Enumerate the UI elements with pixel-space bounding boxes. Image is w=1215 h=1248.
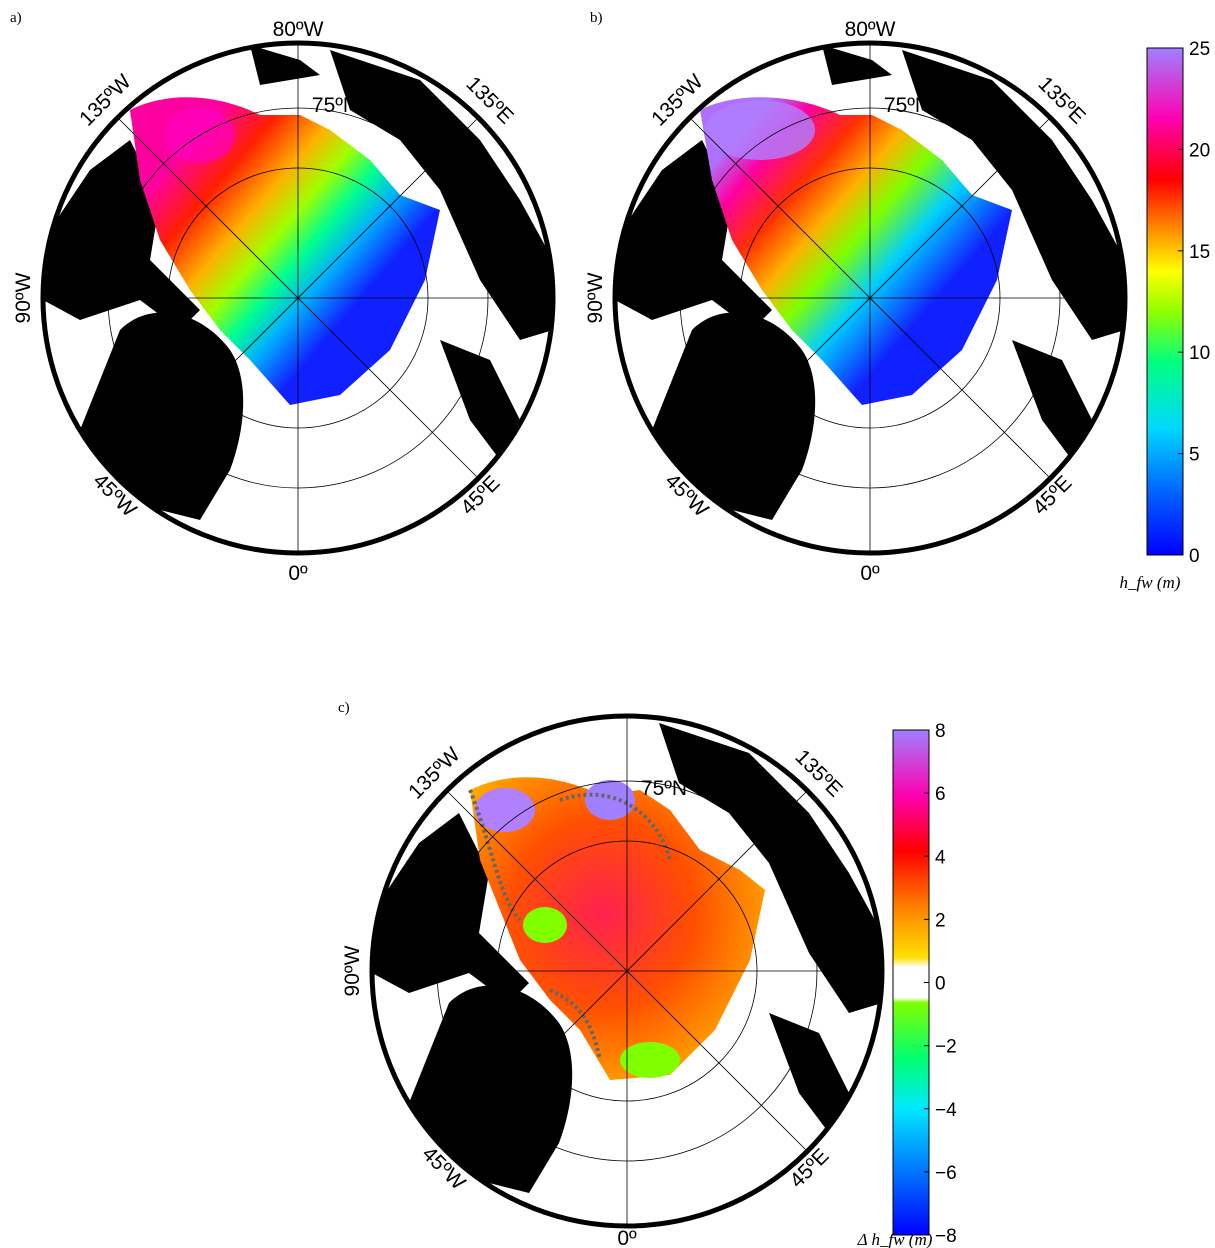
label-bottom: 0º — [617, 1227, 637, 1248]
colorbar-ticks: 25 20 15 10 5 0 — [1178, 39, 1210, 567]
greenland — [409, 985, 573, 1193]
colorbar-tick-label: 2 — [935, 910, 946, 931]
panel-c: c) 90ºW 0º 135ºW 135ºE 45ºW 45ºE 75ºN — [338, 700, 885, 1248]
colorbar-tick-label: −6 — [935, 1163, 957, 1184]
land-mask — [615, 45, 1125, 520]
map-frame — [612, 40, 1128, 556]
land-mask — [43, 45, 553, 520]
novaya-zemlya — [1012, 340, 1092, 460]
label-top: 80ºW — [273, 18, 324, 41]
label-bottom: 0º — [288, 562, 308, 585]
freshwater-field — [700, 97, 1012, 406]
colorbar-tick-label: 10 — [1189, 343, 1210, 364]
colorbar-tick-label: 25 — [1189, 39, 1210, 60]
colorbar-ticks: 8 6 4 2 0 −2 −4 −6 −8 — [924, 721, 957, 1247]
colorbar-tick-label: −8 — [935, 1226, 957, 1247]
colorbar-tick-label: 15 — [1189, 242, 1210, 263]
colorbar-tick-label: 8 — [935, 721, 946, 742]
novaya-zemlya — [769, 1013, 849, 1133]
label-bottom: 0º — [860, 562, 880, 585]
label-75N: 75ºN — [641, 777, 687, 800]
freshwater-field — [130, 97, 440, 406]
eurasia — [902, 50, 1125, 340]
land-mask — [372, 723, 882, 1193]
colorbar-tick-label: −2 — [935, 1037, 957, 1058]
graticule — [372, 716, 882, 1226]
canadian-archipelago — [43, 140, 200, 330]
panel-letter: a) — [10, 10, 22, 26]
freshwater-difference-field — [470, 777, 765, 1080]
canadian-archipelago — [615, 140, 772, 330]
greenland — [80, 312, 244, 520]
colorbar-tick-label: 5 — [1189, 445, 1200, 466]
label-left: 90ºW — [584, 272, 607, 323]
bering-strait — [250, 45, 320, 85]
colorbar-ramp — [892, 729, 930, 1236]
panel-letter: b) — [590, 10, 603, 26]
contour-line — [468, 789, 672, 1061]
difference-maximum — [475, 788, 535, 832]
map-frame — [369, 713, 885, 1229]
greenland — [652, 312, 816, 520]
difference-negative-2 — [620, 1042, 680, 1078]
bering-strait — [822, 45, 892, 85]
label-top: 80ºW — [845, 18, 896, 41]
panel-letter: c) — [338, 700, 350, 716]
difference-maximum-2 — [585, 780, 635, 820]
difference-negative — [523, 907, 567, 943]
novaya-zemlya — [440, 340, 520, 460]
panel-b: b) 80ºW 90ºW 0º 135ºW 135ºE 45ºW 45ºE 75… — [584, 10, 1128, 585]
colorbar-tick-label: 4 — [935, 847, 946, 868]
colorbar-ramp — [1146, 47, 1184, 556]
colorbar-tick-label: −4 — [935, 1100, 957, 1121]
label-left: 90ºW — [12, 272, 35, 323]
canadian-archipelago — [372, 813, 529, 1003]
panel-a: a) 80ºW 90ºW 0º 135ºW 135ºE — [10, 10, 556, 585]
eurasia — [659, 723, 882, 1013]
label-75N: 75ºN — [884, 94, 930, 117]
colorbar-units: h_fw (m) — [1120, 573, 1181, 592]
eurasia — [330, 50, 553, 340]
freshwater-maximum — [705, 100, 815, 160]
colorbar-tick-label: 6 — [935, 784, 946, 805]
colorbar-freshwater-height: 25 20 15 10 5 0 h_fw (m) — [1120, 39, 1211, 592]
map-frame — [40, 40, 556, 556]
colorbar-units: Δ h_fw (m) — [857, 1230, 933, 1248]
graticule — [43, 43, 553, 553]
colorbar-tick-label: 20 — [1189, 140, 1210, 161]
colorbar-tick-label: 0 — [1189, 546, 1200, 567]
colorbar-tick-label: 0 — [935, 974, 946, 995]
label-left: 90ºW — [341, 945, 364, 996]
colorbar-freshwater-difference: 8 6 4 2 0 −2 −4 −6 −8 Δ h_fw (m) — [857, 721, 958, 1248]
graticule — [615, 43, 1125, 553]
label-75N: 75ºN — [312, 94, 358, 117]
